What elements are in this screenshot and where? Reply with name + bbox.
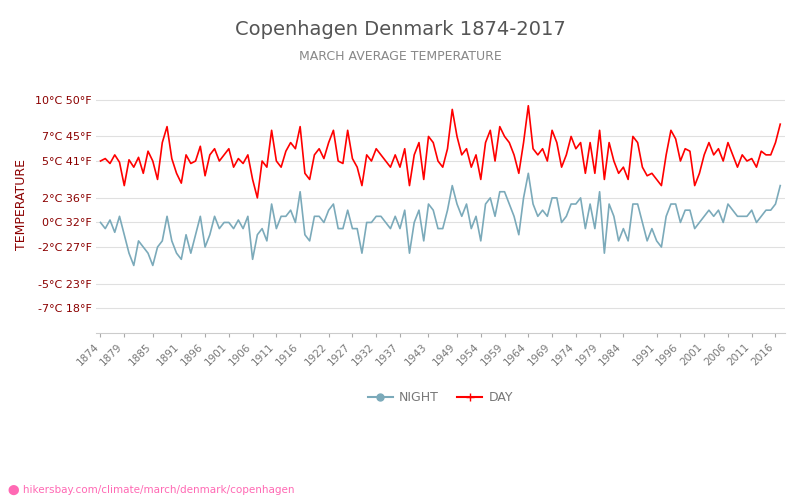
Legend: NIGHT, DAY: NIGHT, DAY — [362, 386, 518, 409]
Text: ⬤ hikersbay.com/climate/march/denmark/copenhagen: ⬤ hikersbay.com/climate/march/denmark/co… — [8, 485, 294, 495]
Text: MARCH AVERAGE TEMPERATURE: MARCH AVERAGE TEMPERATURE — [298, 50, 502, 63]
Text: Copenhagen Denmark 1874-2017: Copenhagen Denmark 1874-2017 — [234, 20, 566, 39]
Y-axis label: TEMPERATURE: TEMPERATURE — [15, 158, 28, 250]
